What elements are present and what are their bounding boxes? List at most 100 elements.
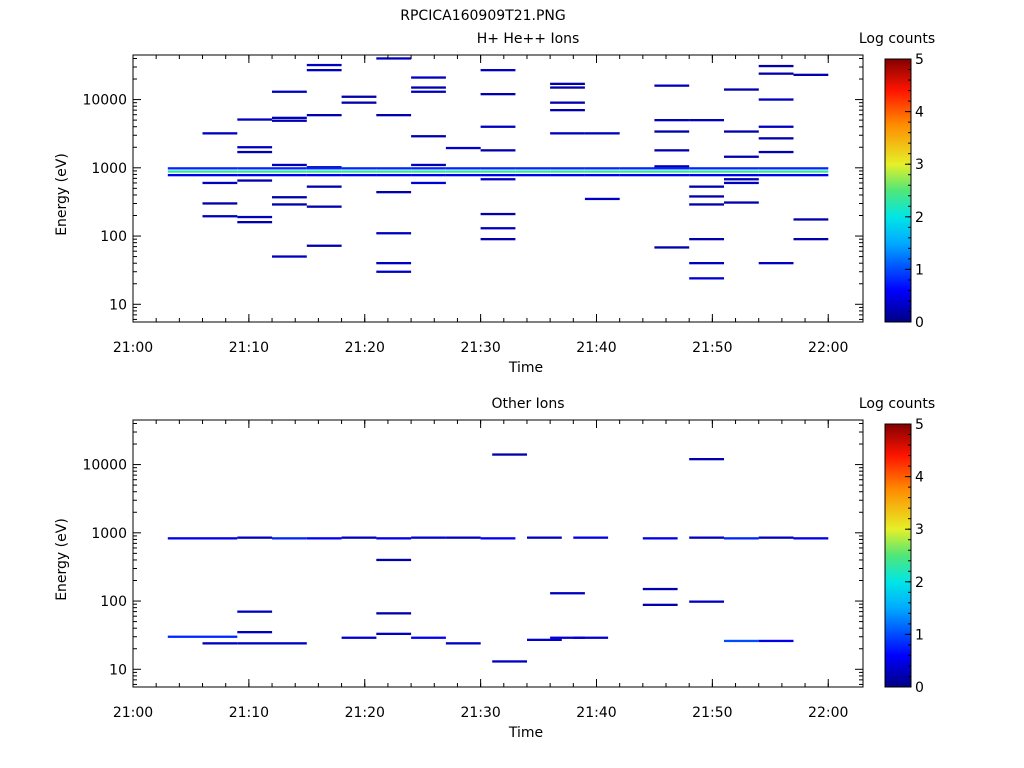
heatmap-cell	[202, 537, 238, 540]
heatmap-cell	[689, 174, 724, 177]
heatmap-cell	[306, 63, 342, 67]
colorbar: Log counts 0 1 2 3 4 5	[859, 31, 935, 331]
heatmap-cell	[724, 178, 759, 181]
heatmap-cell	[480, 212, 516, 216]
chart-title: H+ He++ Ions	[477, 31, 580, 47]
heatmap-cell	[237, 167, 273, 170]
heatmap-cell	[167, 167, 203, 170]
heatmap-cell	[758, 536, 794, 539]
heatmap-cell	[202, 181, 238, 185]
heatmap-cell	[411, 181, 446, 185]
heatmap-cell	[272, 167, 307, 170]
heatmap-cell	[341, 636, 377, 639]
heatmap-cell	[202, 167, 238, 170]
x-tick-label: 21:30	[460, 705, 500, 721]
heatmap-cell	[654, 246, 690, 249]
heatmap-cell	[550, 132, 585, 135]
heatmap-cell	[341, 95, 377, 98]
heatmap-cell	[376, 537, 412, 540]
y-tick-label: 10	[109, 297, 127, 313]
heatmap-cell	[341, 167, 377, 170]
heatmap-cell	[480, 537, 516, 540]
heatmap-cell	[550, 82, 585, 85]
heatmap-cell	[793, 170, 829, 173]
heatmap-cell	[654, 167, 690, 170]
x-tick-label: 21:00	[113, 705, 153, 721]
heatmap-cell	[550, 167, 585, 170]
heatmap-cell	[758, 137, 794, 140]
heatmap-cell	[411, 170, 446, 173]
heatmap-cell	[411, 135, 446, 138]
heatmap-cell	[527, 536, 562, 539]
heatmap-cell	[480, 170, 516, 173]
heatmap-cell	[306, 185, 342, 188]
colorbar-label: Log counts	[859, 396, 935, 412]
heatmap-cell	[689, 277, 724, 280]
heatmap-cell	[272, 642, 307, 645]
heatmap-cell	[573, 536, 609, 539]
colorbar-gradient	[884, 58, 912, 323]
heatmap-cell	[619, 167, 655, 170]
y-tick-label: 1000	[91, 161, 127, 177]
heatmap-cell	[376, 170, 412, 173]
heatmap-cell	[480, 167, 516, 170]
heatmap-cell	[689, 170, 724, 173]
heatmap-cell	[584, 170, 620, 173]
heatmap-cell	[445, 536, 481, 539]
heatmap-cell	[167, 537, 203, 540]
heatmap-cell	[272, 163, 307, 167]
colorbar-tick-label: 2	[915, 210, 924, 226]
x-tick-label: 22:00	[808, 705, 848, 721]
heatmap-cell	[793, 238, 829, 241]
heatmap-cell	[272, 90, 307, 93]
colorbar-tick-label: 0	[915, 315, 924, 331]
heatmap-cell	[724, 181, 759, 185]
heatmap-cell	[341, 536, 377, 539]
heatmap-cell	[237, 610, 273, 613]
heatmap-cell	[376, 191, 412, 194]
heatmap-cell	[237, 146, 273, 149]
heatmap-cell	[411, 76, 446, 79]
heatmap-cell	[480, 174, 516, 177]
y-axis-label: Energy (eV)	[54, 518, 70, 601]
y-tick-label: 10	[109, 662, 127, 678]
x-axis-label: Time	[508, 725, 543, 741]
heatmap-cell	[202, 635, 238, 638]
colorbar-label: Log counts	[859, 31, 935, 47]
heatmap-cell	[724, 201, 759, 204]
heatmap-cell	[202, 642, 238, 645]
heatmap-cell	[492, 453, 527, 456]
heatmap-cell	[480, 69, 516, 72]
heatmap-cell	[202, 174, 238, 177]
x-tick-label: 22:00	[808, 340, 848, 356]
heatmap-cell	[642, 603, 678, 606]
heatmap-cell	[793, 218, 829, 221]
x-tick-label: 21:50	[692, 705, 732, 721]
x-tick-label: 21:40	[576, 340, 616, 356]
colorbar-tick-label: 1	[915, 627, 924, 643]
y-tick-label: 100	[100, 229, 127, 245]
heatmap-cell	[411, 167, 446, 170]
heatmap-cell	[306, 167, 342, 170]
x-tick-label: 21:50	[692, 340, 732, 356]
heatmap-cell	[793, 73, 829, 76]
colorbar-gradient	[884, 423, 912, 688]
heatmap-cell	[202, 170, 238, 173]
heatmap-cell	[306, 244, 342, 247]
heatmap-cell	[689, 203, 724, 206]
heatmap-cell	[654, 165, 690, 168]
heatmap-cell	[550, 109, 585, 112]
heatmap-cell	[411, 90, 446, 93]
heatmap-cell	[584, 167, 620, 170]
heatmap-cell	[654, 130, 690, 133]
heatmap-cell	[167, 174, 203, 177]
heatmap-cell	[550, 592, 585, 595]
y-tick-label: 10000	[82, 93, 127, 109]
heatmap-cell	[758, 262, 794, 265]
heatmap-cell	[202, 202, 238, 205]
heatmap-cell	[793, 174, 829, 177]
heatmap-cell	[480, 93, 516, 96]
heatmap-cell	[619, 174, 655, 177]
heatmap-cell	[341, 174, 377, 177]
